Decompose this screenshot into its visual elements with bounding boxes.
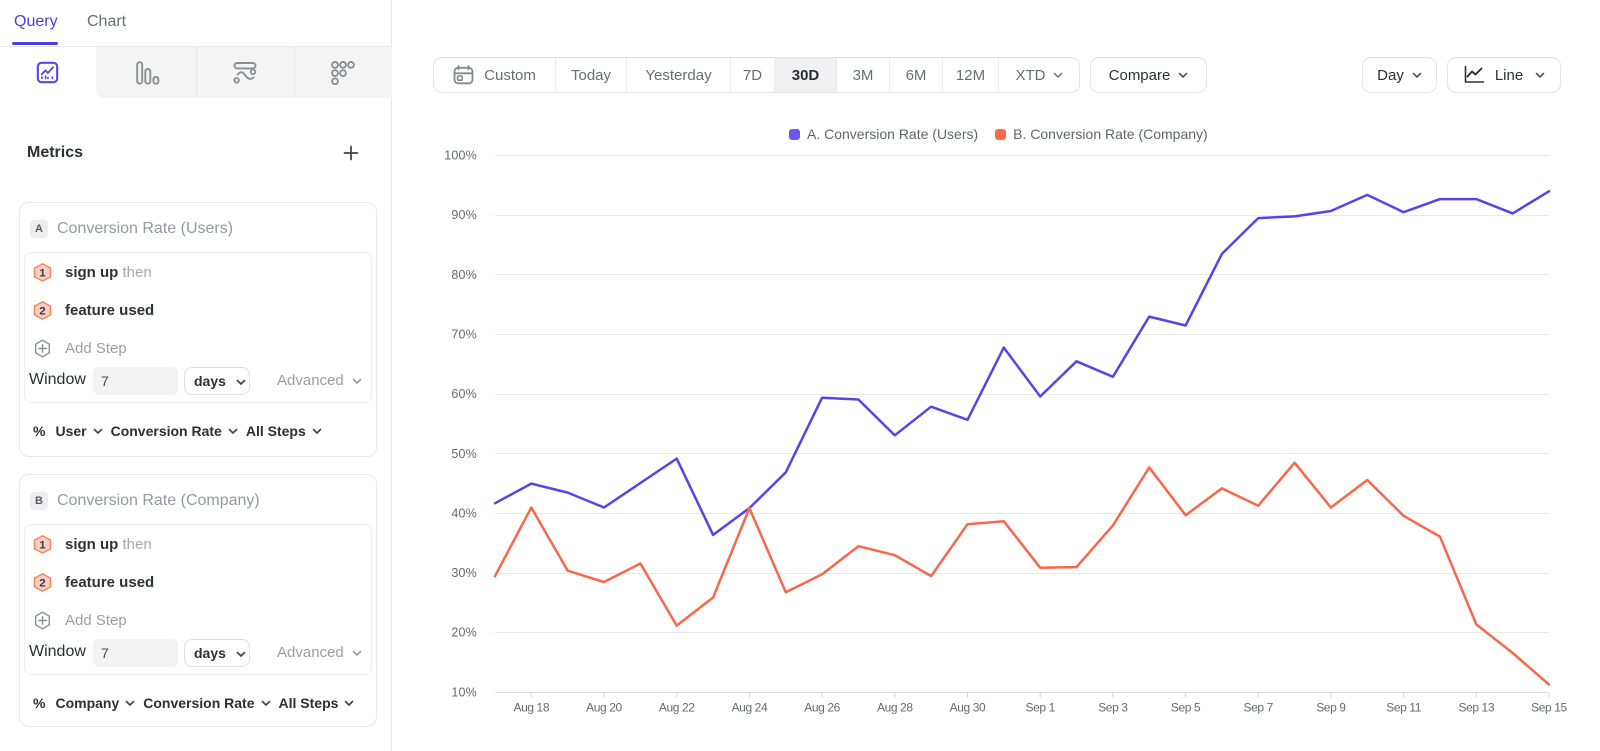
svg-text:Aug 28: Aug 28 — [877, 701, 913, 715]
svg-text:100%: 100% — [444, 149, 477, 163]
svg-text:Aug 30: Aug 30 — [950, 701, 986, 715]
svg-text:Sep 5: Sep 5 — [1171, 701, 1201, 715]
svg-text:Aug 18: Aug 18 — [513, 701, 549, 715]
svg-text:70%: 70% — [451, 328, 477, 342]
svg-text:Sep 11: Sep 11 — [1386, 701, 1421, 715]
svg-text:50%: 50% — [451, 447, 477, 461]
svg-text:30%: 30% — [451, 566, 477, 580]
svg-text:40%: 40% — [451, 506, 477, 520]
svg-text:Sep 3: Sep 3 — [1098, 701, 1128, 715]
svg-text:Sep 1: Sep 1 — [1026, 701, 1056, 715]
svg-text:Aug 24: Aug 24 — [732, 701, 768, 715]
svg-text:Sep 15: Sep 15 — [1531, 701, 1567, 715]
svg-text:Aug 20: Aug 20 — [586, 701, 622, 715]
svg-text:Sep 13: Sep 13 — [1458, 701, 1494, 715]
svg-text:1: 1 — [39, 267, 45, 279]
svg-text:Sep 7: Sep 7 — [1244, 701, 1274, 715]
svg-text:10%: 10% — [451, 685, 477, 699]
svg-text:Aug 22: Aug 22 — [659, 701, 695, 715]
svg-text:90%: 90% — [451, 208, 477, 222]
svg-text:1: 1 — [39, 539, 45, 551]
svg-text:2: 2 — [39, 577, 45, 589]
svg-text:20%: 20% — [451, 626, 477, 640]
svg-text:Sep 9: Sep 9 — [1316, 701, 1346, 715]
svg-text:60%: 60% — [451, 387, 477, 401]
svg-text:80%: 80% — [451, 268, 477, 282]
svg-text:2: 2 — [39, 305, 45, 317]
svg-text:Aug 26: Aug 26 — [804, 701, 840, 715]
